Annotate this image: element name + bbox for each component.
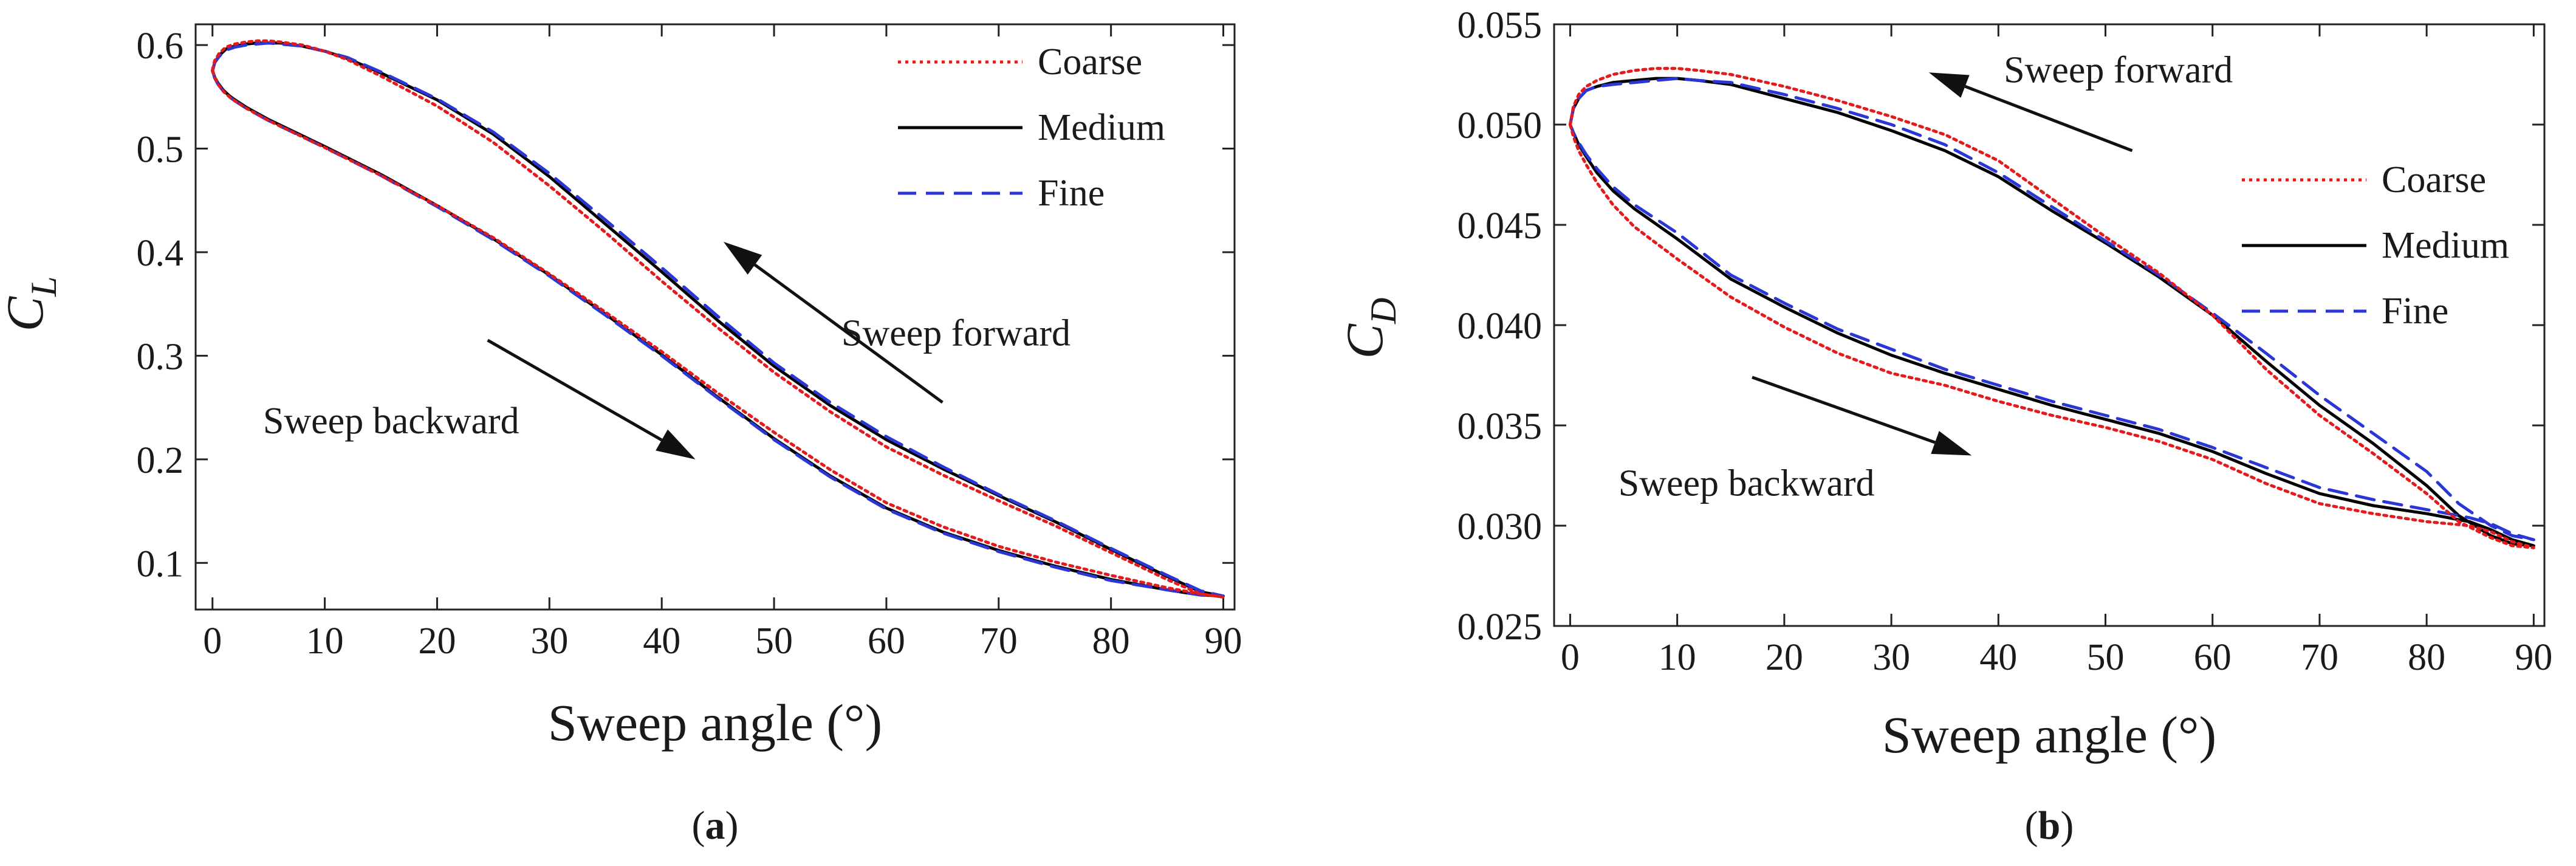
x-tick-label: 90 (1205, 620, 1242, 662)
x-tick-label: 10 (1659, 637, 1696, 678)
annotation-text: Sweep backward (1619, 463, 1875, 504)
y-tick-label: 0.4 (137, 233, 184, 274)
x-axis-label: Sweep angle (°) (548, 693, 882, 752)
y-tick-label: 0.3 (137, 336, 184, 377)
x-tick-label: 50 (755, 620, 793, 662)
x-tick-label: 50 (2087, 637, 2125, 678)
y-axis-label-main: C (0, 295, 54, 331)
annotation-arrow-head (1928, 72, 1970, 98)
series-line-coarse (211, 39, 1225, 599)
panel-letter: b (2038, 803, 2061, 848)
annotation-arrow-head (1931, 431, 1972, 456)
x-axis-label: Sweep angle (°) (1882, 706, 2216, 764)
annotation-arrow-shaft (1752, 376, 1936, 444)
legend-label-fine: Fine (1038, 173, 1105, 214)
y-axis-label-subscript: D (1363, 298, 1403, 325)
x-tick-label: 80 (2408, 637, 2445, 678)
x-tick-label: 0 (203, 620, 222, 662)
y-tick-label: 0.045 (1458, 205, 1543, 247)
x-tick-label: 60 (868, 620, 905, 662)
y-tick-label: 0.025 (1458, 607, 1543, 648)
y-tick-label: 0.050 (1458, 105, 1543, 146)
y-tick-label: 0.040 (1458, 306, 1543, 347)
y-tick-label: 0.035 (1458, 406, 1543, 447)
annotation-arrow-shaft (487, 338, 663, 442)
y-tick-label: 0.5 (137, 129, 184, 171)
y-axis-label-main: C (1335, 323, 1394, 359)
y-tick-label: 0.1 (137, 543, 184, 585)
x-tick-label: 10 (306, 620, 344, 662)
annotation-arrow-head (656, 429, 696, 459)
annotation-text: Sweep backward (263, 400, 519, 442)
annotation-text: Sweep forward (2004, 50, 2233, 91)
panel-letter: a (705, 803, 725, 848)
x-tick-label: 20 (418, 620, 456, 662)
x-tick-label: 60 (2194, 637, 2232, 678)
x-tick-label: 80 (1092, 620, 1130, 662)
panel-b-cd-chart: 0 10 20 30 40 50 60 70 80 90 0.025 0.030 0.035 0.040 0… (1335, 5, 2552, 848)
plot-frame (194, 23, 1236, 611)
legend-label-fine: Fine (2382, 290, 2448, 332)
y-axis-label: CD (1335, 298, 1403, 359)
x-tick-label: 0 (1561, 637, 1580, 678)
series-line-fine (1568, 77, 2535, 541)
y-tick-label: 0.6 (137, 26, 184, 67)
x-tick-label: 40 (1979, 637, 2017, 678)
legend-label-medium: Medium (1038, 107, 1165, 148)
panel-label: (a) (692, 803, 739, 848)
x-tick-label: 40 (643, 620, 680, 662)
y-tick-label: 0.2 (137, 440, 184, 481)
annotation-text: Sweep forward (841, 312, 1070, 354)
annotation-arrow-head (723, 241, 762, 275)
x-tick-label: 20 (1766, 637, 1803, 678)
y-axis-label: CL (0, 277, 64, 332)
y-tick-label: 0.030 (1458, 506, 1543, 548)
panel-label: (b) (2025, 803, 2074, 848)
x-tick-label: 30 (1872, 637, 1910, 678)
x-tick-label: 90 (2515, 637, 2552, 678)
legend-label-coarse: Coarse (1038, 41, 1142, 83)
annotation-arrow-shaft (1964, 84, 2133, 153)
legend-label-coarse: Coarse (2382, 159, 2486, 201)
x-tick-label: 70 (980, 620, 1018, 662)
y-tick-label: 0.055 (1458, 5, 1543, 46)
panel-a-cl-chart: 0 10 20 30 40 50 60 70 80 90 0.1 0.2 0.3 0.4 0.5 0.6 Coa… (0, 23, 1242, 848)
annotation-arrow-shaft (754, 263, 944, 404)
series-line-coarse (1568, 67, 2535, 549)
y-axis-label-subscript: L (24, 277, 64, 297)
legend-label-medium: Medium (2382, 225, 2509, 266)
x-tick-label: 70 (2301, 637, 2338, 678)
x-tick-label: 30 (530, 620, 568, 662)
